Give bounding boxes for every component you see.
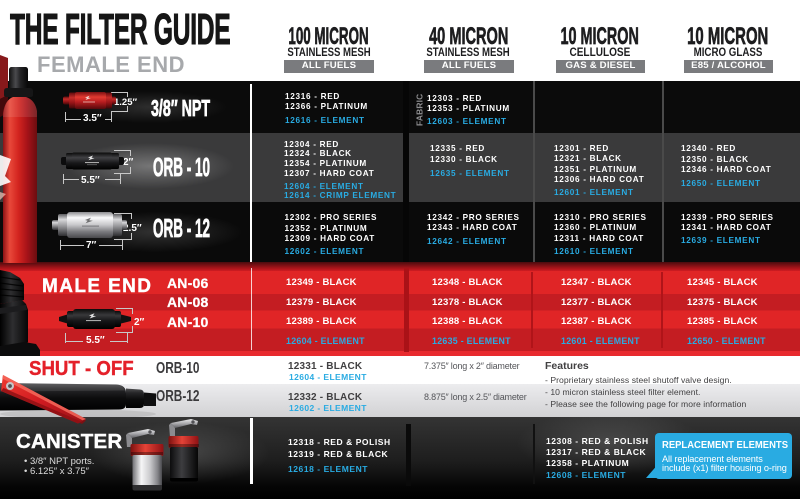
svg-text:FABRIC: FABRIC — [415, 94, 425, 126]
